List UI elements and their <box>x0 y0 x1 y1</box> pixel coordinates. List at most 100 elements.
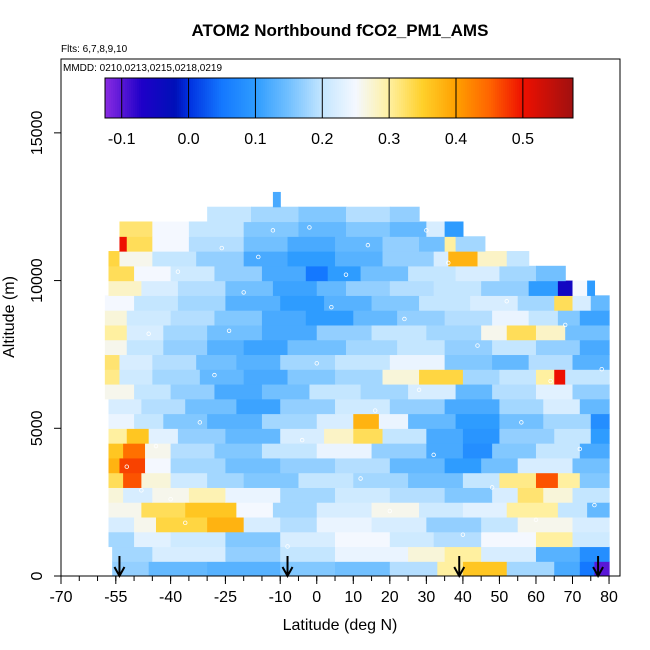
sample-point <box>563 322 568 328</box>
colorbar-swatch <box>493 78 496 118</box>
heatmap-cell <box>108 413 135 429</box>
heatmap-cell <box>108 487 124 503</box>
colorbar-swatch <box>143 78 146 118</box>
heatmap-cell <box>108 502 142 518</box>
heatmap-cell <box>389 280 435 296</box>
colorbar-swatch <box>217 78 220 118</box>
sample-point <box>577 446 583 452</box>
heatmap-cell <box>335 546 409 562</box>
sample-point <box>212 372 217 378</box>
heatmap-cell <box>145 457 172 474</box>
heatmap-cell <box>572 487 610 503</box>
heatmap-cell <box>134 516 157 533</box>
colorbar-swatch <box>501 78 504 118</box>
heatmap-cell <box>397 339 446 356</box>
heatmap-cell <box>535 531 574 548</box>
colorbar-swatch <box>189 78 192 118</box>
heatmap-cell <box>579 561 596 576</box>
heatmap-cell <box>196 251 245 267</box>
heatmap-cell <box>408 413 457 429</box>
heatmap-cell <box>506 561 555 576</box>
heatmap-cell <box>499 398 544 415</box>
heatmap-cell <box>470 295 519 311</box>
heatmap-cell <box>543 413 592 429</box>
colorbar-swatch <box>319 78 322 118</box>
colorbar-swatch <box>115 78 118 118</box>
heatmap-cell <box>444 236 457 252</box>
heatmap-cell <box>419 236 446 252</box>
colorbar-swatch <box>255 78 258 118</box>
heatmap-cell <box>535 324 566 341</box>
plot-area <box>60 58 621 579</box>
sample-point <box>504 299 509 304</box>
colorbar-swatch <box>117 78 120 118</box>
heatmap-cell <box>188 487 227 503</box>
heatmap-cell <box>163 339 208 356</box>
heatmap-cell <box>517 295 555 311</box>
sample-point <box>475 343 480 348</box>
colorbar-swatch <box>181 78 184 118</box>
heatmap-cell <box>481 280 530 296</box>
colorbar-swatch <box>329 78 332 118</box>
colorbar-swatch <box>229 78 232 118</box>
colorbar-swatch <box>389 78 392 118</box>
heatmap-cell <box>360 265 409 282</box>
sample-point <box>329 304 334 310</box>
colorbar-swatch <box>359 78 362 118</box>
colorbar-swatch <box>357 78 360 118</box>
colorbar-swatch <box>355 78 358 118</box>
heatmap-cell <box>335 369 384 385</box>
heatmap-cell <box>177 428 227 444</box>
colorbar-swatch <box>265 78 268 118</box>
colorbar-swatch <box>567 78 570 118</box>
heatmap-cell <box>280 354 336 370</box>
x-tick-label: -55 <box>104 589 127 606</box>
heatmap-cell <box>261 413 318 429</box>
colorbar-swatch <box>151 78 154 118</box>
heatmap-cell <box>126 339 164 356</box>
colorbar-swatch <box>205 78 208 118</box>
heatmap-cell <box>335 354 391 370</box>
colorbar-swatch <box>473 78 476 118</box>
colorbar-swatch <box>109 78 112 118</box>
y-tick-label: 10000 <box>29 258 46 303</box>
colorbar-swatch <box>257 78 260 118</box>
colorbar-swatch <box>221 78 224 118</box>
sample-point <box>285 544 290 549</box>
colorbar-swatch <box>533 78 536 118</box>
heatmap-cell <box>196 354 237 370</box>
colorbar-swatch <box>439 78 442 118</box>
heatmap-cell <box>170 443 216 459</box>
colorbar-swatch <box>225 78 228 118</box>
heatmap-cell <box>444 487 493 503</box>
heatmap-cell <box>280 457 336 474</box>
colorbar-swatch <box>401 78 404 118</box>
colorbar-swatch <box>297 78 300 118</box>
heatmap-cell <box>152 236 190 252</box>
colorbar-swatch <box>149 78 152 118</box>
x-tick-label: 20 <box>381 589 399 606</box>
colorbar-swatch <box>429 78 432 118</box>
colorbar-swatch <box>563 78 566 118</box>
colorbar-swatch <box>283 78 286 118</box>
sample-point <box>365 242 371 248</box>
heatmap-cell <box>389 398 446 415</box>
heatmap-cell <box>492 487 519 503</box>
sample-point <box>197 420 203 425</box>
x-tick-label: 10 <box>344 589 362 606</box>
x-tick-label: -25 <box>214 589 237 606</box>
heatmap-cell <box>214 265 263 282</box>
heatmap-cell <box>316 502 373 518</box>
sample-point <box>489 485 495 490</box>
heatmap-cell <box>535 265 566 282</box>
colorbar-swatch <box>247 78 250 118</box>
colorbar-swatch <box>267 78 270 118</box>
colorbar-swatch <box>259 78 262 118</box>
heatmap-cell <box>408 383 457 400</box>
colorbar-swatch <box>269 78 272 118</box>
sample-point <box>175 269 181 274</box>
heatmap-cell <box>155 516 208 533</box>
heatmap-cell <box>272 191 281 208</box>
heatmap-cell <box>335 457 391 474</box>
sample-point <box>424 228 429 233</box>
